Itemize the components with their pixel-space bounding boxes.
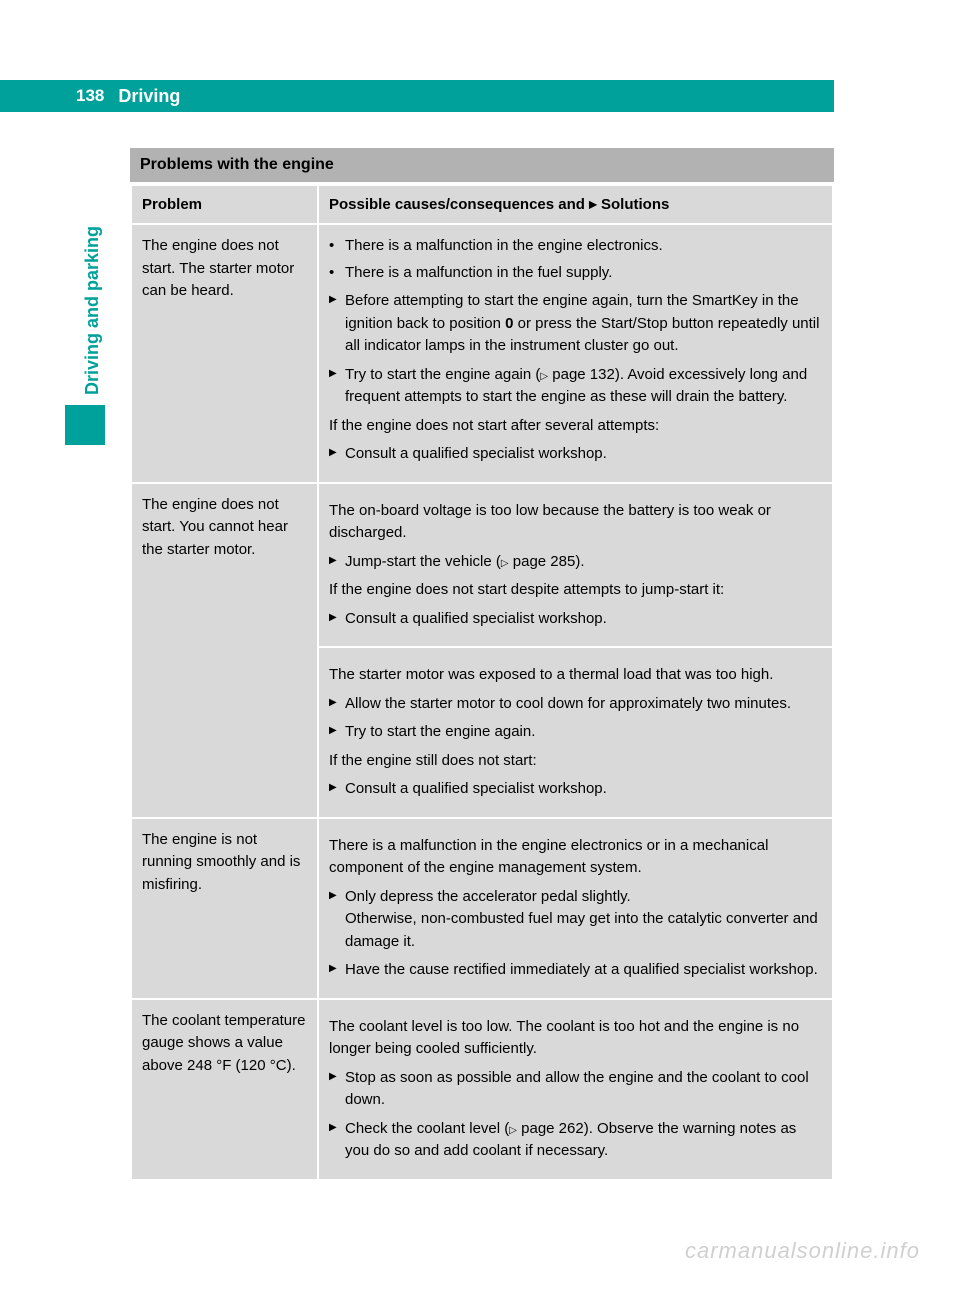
table-row: The engine does not start. The starter m… <box>132 225 832 482</box>
solution-text: The starter motor was exposed to a therm… <box>329 664 822 687</box>
list-item: Consult a qualified specialist workshop. <box>329 608 822 631</box>
table-row: The engine does not start. You cannot he… <box>132 484 832 647</box>
sidebar-section-label: Driving and parking <box>82 226 103 395</box>
solution-cell: The starter motor was exposed to a therm… <box>319 648 832 817</box>
list-item: Have the cause rectified immediately at … <box>329 959 822 982</box>
causes-list: There is a malfunction in the engine ele… <box>329 235 822 284</box>
header-bar: 138 Driving <box>0 80 834 112</box>
action-list: Consult a qualified specialist workshop. <box>329 778 822 801</box>
solution-text: If the engine does not start after sever… <box>329 415 822 438</box>
reference-icon: ▷ <box>540 371 548 382</box>
problem-cell: The engine is not running smoothly and i… <box>132 819 317 998</box>
list-item: Try to start the engine again (▷ page 13… <box>329 364 822 409</box>
solution-text: If the engine still does not start: <box>329 750 822 773</box>
action-list: Before attempting to start the engine ag… <box>329 290 822 409</box>
list-item: Consult a qualified specialist workshop. <box>329 443 822 466</box>
page-number: 138 <box>0 86 104 106</box>
list-item: Allow the starter motor to cool down for… <box>329 693 822 716</box>
list-item: Try to start the engine again. <box>329 721 822 744</box>
section-heading: Problems with the engine <box>130 148 834 182</box>
header-solutions: Possible causes/consequences and ▶ Solut… <box>319 186 832 223</box>
reference-icon: ▷ <box>509 1125 517 1136</box>
arrow-icon: ▶ <box>589 200 597 211</box>
solution-text: The on-board voltage is too low because … <box>329 500 822 545</box>
action-list: Allow the starter motor to cool down for… <box>329 693 822 744</box>
header-solutions-suffix: Solutions <box>597 196 670 213</box>
list-item: Stop as soon as possible and allow the e… <box>329 1067 822 1112</box>
header-title: Driving <box>104 86 180 107</box>
content-area: Problems with the engine Problem Possibl… <box>130 148 834 1181</box>
solution-cell: The coolant level is too low. The coolan… <box>319 1000 832 1179</box>
list-item: There is a malfunction in the fuel suppl… <box>329 262 822 285</box>
solution-text: If the engine does not start despite att… <box>329 579 822 602</box>
action-list: Only depress the accelerator pedal sligh… <box>329 886 822 982</box>
problem-cell: The engine does not start. You cannot he… <box>132 484 317 817</box>
solution-text: There is a malfunction in the engine ele… <box>329 835 822 880</box>
table-row: The coolant temperature gauge shows a va… <box>132 1000 832 1179</box>
action-list: Jump-start the vehicle (▷ page 285). <box>329 551 822 574</box>
list-item: There is a malfunction in the engine ele… <box>329 235 822 258</box>
reference-icon: ▷ <box>501 558 509 569</box>
table-row: The engine is not running smoothly and i… <box>132 819 832 998</box>
table-header-row: Problem Possible causes/consequences and… <box>132 186 832 223</box>
sidebar-tab-marker <box>65 405 105 445</box>
action-list: Stop as soon as possible and allow the e… <box>329 1067 822 1163</box>
list-item: Before attempting to start the engine ag… <box>329 290 822 358</box>
list-item: Only depress the accelerator pedal sligh… <box>329 886 822 954</box>
solution-text: The coolant level is too low. The coolan… <box>329 1016 822 1061</box>
watermark: carmanualsonline.info <box>685 1238 920 1264</box>
action-list: Consult a qualified specialist workshop. <box>329 608 822 631</box>
solution-cell: There is a malfunction in the engine ele… <box>319 819 832 998</box>
solution-cell: There is a malfunction in the engine ele… <box>319 225 832 482</box>
list-item: Jump-start the vehicle (▷ page 285). <box>329 551 822 574</box>
problem-cell: The coolant temperature gauge shows a va… <box>132 1000 317 1179</box>
header-problem: Problem <box>132 186 317 223</box>
header-solutions-prefix: Possible causes/consequences and <box>329 196 589 213</box>
troubleshoot-table: Problem Possible causes/consequences and… <box>130 184 834 1181</box>
list-item: Consult a qualified specialist workshop. <box>329 778 822 801</box>
problem-cell: The engine does not start. The starter m… <box>132 225 317 482</box>
action-list: Consult a qualified specialist workshop. <box>329 443 822 466</box>
list-item: Check the coolant level (▷ page 262). Ob… <box>329 1118 822 1163</box>
solution-cell: The on-board voltage is too low because … <box>319 484 832 647</box>
